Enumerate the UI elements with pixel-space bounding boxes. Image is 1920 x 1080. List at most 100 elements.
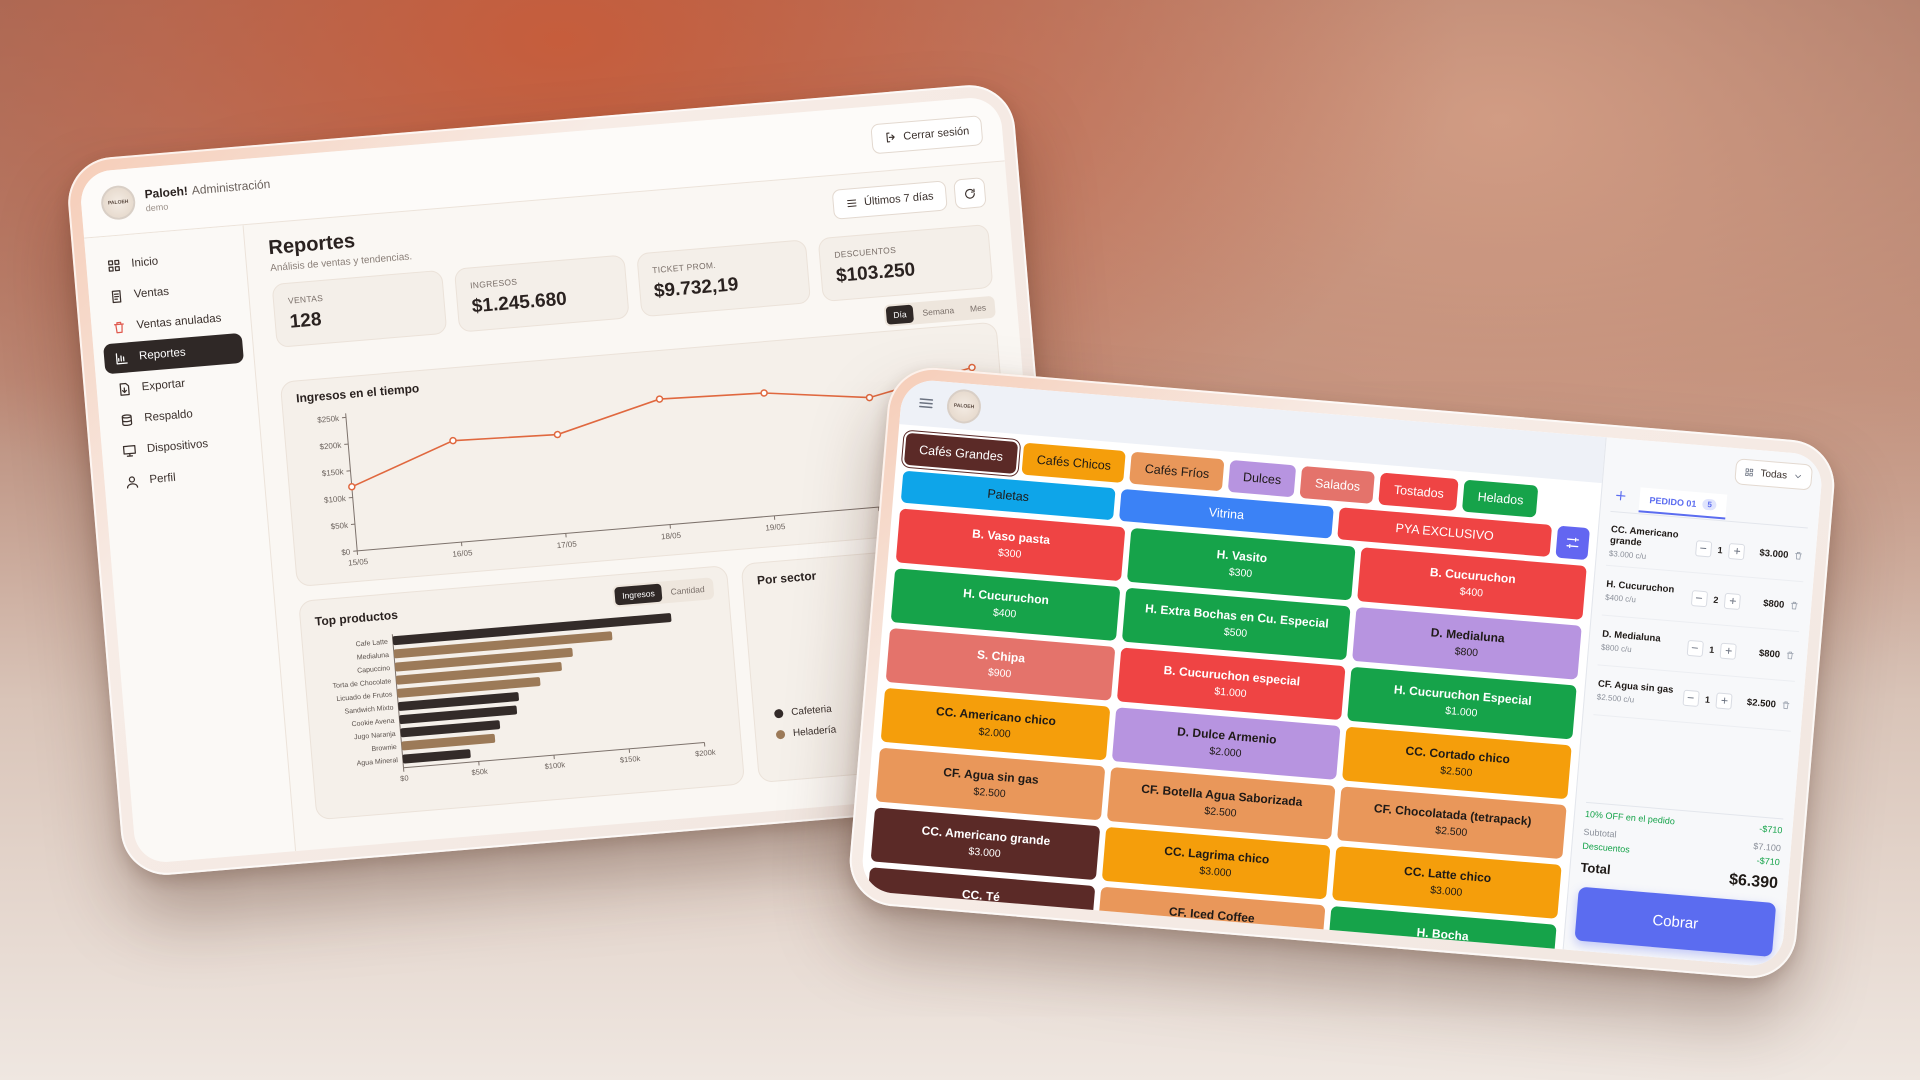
- admin-header: PALOEH Paloeh! Administración demo Cerrar se…: [78, 95, 1005, 239]
- y-axis: [345, 413, 358, 551]
- period-tab[interactable]: Mes: [969, 302, 987, 314]
- product-name: CC. Cortado chico: [1404, 743, 1511, 767]
- trash-icon: [1782, 700, 1790, 709]
- product-name: H. Cucuruchon: [962, 586, 1050, 608]
- qty-plus[interactable]: [1715, 691, 1733, 710]
- nav-item[interactable]: Inicio: [95, 240, 236, 282]
- period-tab[interactable]: Día: [885, 304, 915, 325]
- nav-item[interactable]: Ventas: [98, 271, 239, 313]
- chevron-icon-shape: [1795, 474, 1802, 479]
- nav-item[interactable]: Reportes: [103, 332, 245, 375]
- product-name: S. Chipa: [976, 647, 1026, 666]
- product-tile[interactable]: CC. Té $3.000: [865, 867, 1095, 940]
- product-name: CC. Latte chico: [1403, 863, 1492, 886]
- category-pill[interactable]: Cafés Fríos: [1129, 451, 1225, 492]
- category-pill[interactable]: Salados: [1299, 465, 1376, 504]
- remove-item[interactable]: [1780, 696, 1791, 715]
- kpi-value: 128: [288, 309, 323, 333]
- remove-item[interactable]: [1784, 647, 1795, 666]
- menu-icon-shape: [919, 398, 934, 409]
- category-pill[interactable]: Tostados: [1378, 472, 1460, 512]
- product-name: D. Dulce Armenio: [1176, 724, 1278, 747]
- category-pill[interactable]: Dulces: [1227, 459, 1297, 498]
- y-tick-label: Medialuna: [357, 652, 390, 662]
- product-price: $3.000: [968, 845, 1002, 861]
- x-tick-label: 16/05: [452, 548, 473, 559]
- qty-minus[interactable]: [1686, 639, 1704, 657]
- kpi-card: INGRESOS $1.245.680: [453, 254, 630, 333]
- bar: [399, 705, 518, 725]
- category-filter[interactable]: Todas: [1734, 458, 1814, 491]
- qty-controls: 2: [1690, 589, 1742, 610]
- range-icon: [847, 199, 857, 208]
- order-tab[interactable]: PEDIDO 01 5: [1638, 487, 1728, 520]
- nav-item[interactable]: Respaldo: [108, 395, 249, 437]
- charge-button[interactable]: Cobrar: [1574, 886, 1777, 957]
- logo-text: PALOEH: [953, 402, 975, 411]
- qty-controls: 1: [1686, 639, 1737, 660]
- period-tab[interactable]: Semana: [922, 305, 955, 318]
- product-tile[interactable]: CF. Iced Coffee $3.000: [1096, 886, 1326, 960]
- bar: [402, 749, 471, 764]
- nav-label: Dispositivos: [146, 438, 209, 456]
- remove-item[interactable]: [1793, 547, 1804, 566]
- item-total: $3.000: [1758, 547, 1789, 561]
- qty-value: 1: [1704, 693, 1711, 705]
- order-count: 5: [1701, 498, 1718, 511]
- qty-value: 1: [1717, 544, 1724, 555]
- plus-icon: [1733, 548, 1740, 555]
- subtotal-value: $7.100: [1753, 841, 1782, 854]
- product-price: $1.000: [1213, 685, 1247, 701]
- qty-minus[interactable]: [1690, 589, 1709, 607]
- remove-item[interactable]: [1788, 597, 1799, 616]
- nav-item[interactable]: Perfil: [113, 456, 254, 498]
- x-tick-label: 18/05: [661, 531, 682, 542]
- qty-controls: 1: [1695, 539, 1746, 560]
- refresh-button[interactable]: [953, 177, 987, 210]
- category-pill[interactable]: Cafés Chicos: [1021, 442, 1127, 484]
- qty-plus[interactable]: [1719, 642, 1737, 660]
- nav-item[interactable]: Exportar: [106, 364, 247, 406]
- admin-tablet: PALOEH Paloeh! Administración demo Cerrar se…: [64, 81, 1072, 879]
- nav-icon: [121, 413, 133, 426]
- order-top: Todas: [1614, 448, 1814, 491]
- order-panel: Todas PEDIDO 01 5 CC. Americano grande $3.00…: [1562, 437, 1824, 968]
- qty-plus[interactable]: [1723, 592, 1742, 610]
- y-tick-label: Licuado de Frutos: [336, 691, 393, 703]
- plus-icon-shape: [1729, 597, 1736, 604]
- product-name: H. Cucuruchon Especial: [1393, 682, 1533, 708]
- add-order[interactable]: [1611, 484, 1631, 512]
- logout-button[interactable]: Cerrar sesión: [870, 114, 984, 154]
- nav-icon-shape: [119, 382, 130, 396]
- nav-label: Exportar: [141, 377, 186, 394]
- nav-item[interactable]: Ventas anuladas: [100, 302, 241, 344]
- nav-icon: [122, 444, 136, 457]
- bar-tab[interactable]: Cantidad: [670, 583, 706, 597]
- product-name: CC. Lagrima chico: [1163, 843, 1270, 867]
- y-tick-label: $150k: [321, 467, 344, 478]
- revenue-point: [553, 430, 562, 439]
- filter-button[interactable]: [1555, 525, 1590, 561]
- qty-plus[interactable]: [1727, 542, 1746, 560]
- x-tick-label: $200k: [695, 748, 716, 759]
- filter-grid-icon-shape: [1745, 468, 1754, 477]
- nav-icon: [113, 321, 124, 333]
- x-tick-label: 15/05: [348, 557, 369, 568]
- bar: [395, 662, 562, 685]
- category-pill[interactable]: Cafés Grandes: [903, 432, 1019, 474]
- nav-item[interactable]: Dispositivos: [111, 425, 252, 467]
- category-pill[interactable]: Helados: [1462, 479, 1539, 518]
- nav-label: Ventas: [133, 285, 170, 301]
- legend-label: Cafeteria: [790, 703, 833, 719]
- qty-minus[interactable]: [1682, 689, 1700, 707]
- product-name: H. Vasito: [1216, 547, 1268, 566]
- bar-tab[interactable]: Ingresos: [614, 583, 663, 606]
- x-tick-label: $100k: [544, 760, 565, 771]
- order-item: CF. Agua sin gas $2.500 c/u 1 $2.500: [1593, 665, 1795, 732]
- range-label: Últimos 7 días: [863, 190, 935, 209]
- range-button[interactable]: Últimos 7 días: [831, 180, 948, 220]
- qty-minus[interactable]: [1695, 539, 1713, 557]
- title-row: Reportes Análisis de ventas y tendencias.…: [268, 177, 988, 274]
- product-name: D. Medialuna: [1430, 625, 1506, 646]
- nav-label: Reportes: [138, 346, 187, 363]
